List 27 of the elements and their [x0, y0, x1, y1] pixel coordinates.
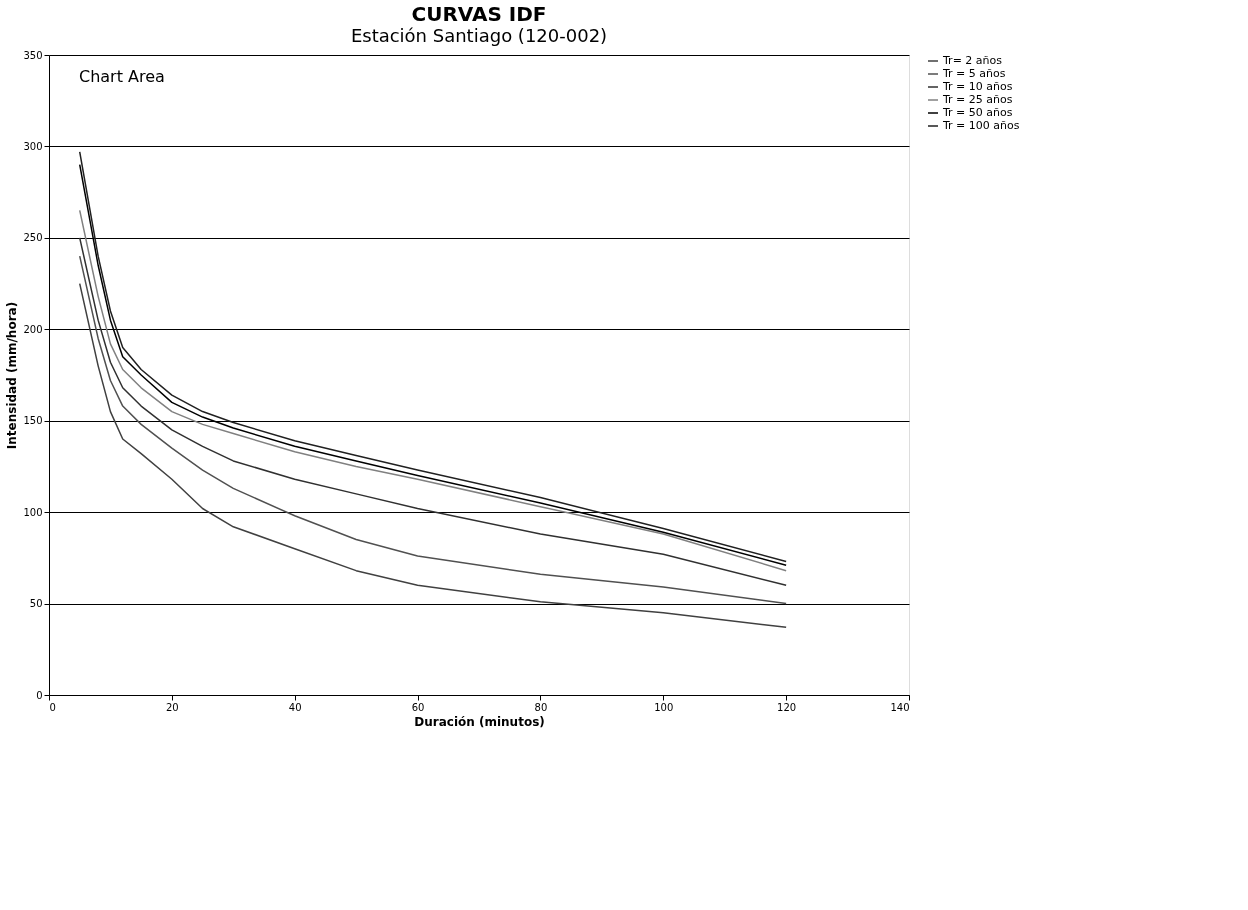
y-axis-title: Intensidad (mm/hora) — [5, 301, 20, 450]
y-tick-label: 350 — [23, 49, 43, 61]
annotation: Chart Area — [79, 67, 165, 86]
x-tick-label: 0 — [49, 701, 56, 713]
chart-title: CURVAS IDF — [411, 2, 547, 26]
legend-label: Tr = 5 años — [942, 67, 1006, 80]
legend-label: Tr = 10 años — [942, 80, 1013, 93]
y-tick-label: 50 — [29, 598, 43, 610]
legend-label: Tr = 100 años — [942, 119, 1020, 132]
legend-label: Tr= 2 años — [942, 54, 1003, 67]
x-axis-title: Duración (minutos) — [414, 714, 545, 729]
y-tick-label: 250 — [23, 232, 43, 244]
x-tick-label: 40 — [288, 701, 302, 713]
y-tick-label: 200 — [23, 323, 43, 335]
y-tick-label: 100 — [23, 506, 43, 518]
x-tick-label: 140 — [890, 701, 910, 713]
legend-label: Tr = 50 años — [942, 106, 1013, 119]
x-tick-label: 100 — [654, 701, 674, 713]
y-tick-label: 150 — [23, 415, 43, 427]
x-tick-label: 80 — [534, 701, 548, 713]
y-tick-label: 300 — [23, 140, 43, 152]
y-tick-label: 0 — [36, 689, 43, 701]
legend-label: Tr = 25 años — [942, 93, 1013, 106]
chart-subtitle: Estación Santiago (120-002) — [350, 25, 608, 46]
x-tick-label: 20 — [165, 701, 179, 713]
x-tick-label: 120 — [777, 701, 797, 713]
x-tick-label: 60 — [411, 701, 425, 713]
